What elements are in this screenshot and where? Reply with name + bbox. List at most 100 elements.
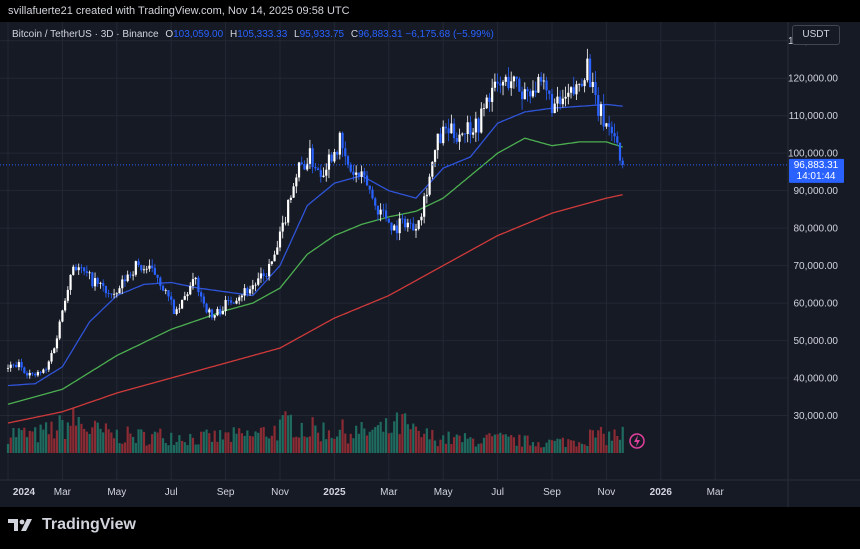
volume-bar — [25, 437, 29, 453]
candle-body — [254, 284, 257, 286]
candle-body — [425, 194, 428, 197]
candle-body — [548, 90, 551, 94]
volume-bar — [132, 436, 135, 453]
volume-bar — [99, 428, 102, 453]
candle-body — [395, 225, 399, 234]
volume-bar — [170, 432, 173, 453]
y-tick-label: 30,000.00 — [794, 411, 839, 422]
volume-bar — [472, 438, 475, 453]
volume-bar — [240, 433, 244, 453]
volume-bar — [229, 441, 233, 453]
candle-body — [232, 302, 235, 304]
candle-body — [455, 138, 458, 142]
candle-body — [34, 373, 37, 376]
candle-body — [594, 82, 597, 96]
volume-bar — [608, 431, 611, 453]
candle-body — [586, 58, 589, 81]
volume-bar — [6, 443, 10, 453]
candle-body — [25, 373, 29, 376]
volume-bar — [61, 419, 64, 453]
candle-body — [542, 80, 545, 82]
volume-bar — [316, 432, 320, 453]
candle-body — [376, 205, 380, 215]
candle-body — [371, 189, 374, 199]
candle-body — [507, 76, 510, 89]
candle-body — [461, 133, 464, 135]
candle-body — [605, 123, 608, 127]
volume-bar — [15, 437, 18, 453]
candle-body — [270, 261, 273, 264]
volume-bar — [93, 420, 97, 453]
tradingview-logo[interactable]: TradingView — [8, 516, 136, 534]
candle-body — [235, 300, 238, 304]
symbol-info: Bitcoin / TetherUS · 3D · Binance O103,0… — [12, 29, 494, 40]
volume-bar — [398, 434, 401, 453]
volume-bar — [270, 435, 273, 453]
candle-body — [151, 265, 154, 268]
candle-body — [50, 353, 53, 362]
candle-body — [102, 282, 105, 286]
volume-bar — [123, 442, 127, 453]
price-axis: 30,000.00 40,000.00 50,000.00 60,000.00 70,0… — [0, 22, 860, 507]
volume-bar — [610, 440, 613, 453]
volume-bar — [336, 436, 339, 453]
change-value: −6,175.68 (−5.99%) — [405, 29, 494, 40]
volume-bar — [55, 430, 59, 453]
volume-bar — [104, 423, 108, 453]
volume-bar — [550, 440, 554, 453]
candle-body — [499, 83, 502, 86]
chart-panel[interactable] — [0, 22, 860, 507]
volume-bar — [493, 434, 496, 453]
volume-bar — [333, 438, 336, 453]
volume-bar — [265, 436, 268, 453]
volume-bar — [496, 434, 499, 453]
symbol-name[interactable]: Bitcoin / TetherUS · 3D · Binance — [12, 29, 159, 40]
brand-name: TradingView — [42, 516, 136, 533]
volume-bar — [39, 424, 42, 453]
volume-bar — [501, 434, 505, 453]
currency-button[interactable]: USDT — [792, 25, 840, 45]
volume-bar — [235, 433, 238, 453]
volume-bar — [360, 422, 363, 453]
volume-bar — [314, 425, 317, 453]
volume-bar — [447, 431, 450, 453]
volume-bar — [621, 426, 624, 453]
volume-bar — [431, 429, 434, 453]
volume-bar — [602, 433, 605, 453]
candle-body — [488, 97, 491, 102]
candle-body — [409, 222, 412, 224]
x-tick-label: Mar — [54, 487, 72, 498]
candle-body — [338, 132, 341, 155]
candle-body — [107, 293, 110, 294]
price-chart[interactable]: 30,000.00 40,000.00 50,000.00 60,000.00 70,0… — [0, 22, 860, 507]
candle-body — [197, 277, 200, 293]
volume-bar — [414, 426, 418, 453]
chart-credit: svillafuerte21 created with TradingView.… — [8, 5, 350, 17]
ma-green-line — [7, 137, 623, 405]
volume-bar — [368, 431, 371, 453]
lightning-icon[interactable] — [629, 433, 645, 449]
candle-body — [534, 90, 537, 93]
high-label: H — [229, 29, 238, 40]
volume-bar — [466, 438, 469, 453]
volume-bar — [458, 435, 461, 453]
candle-body — [608, 123, 611, 127]
volume-bar — [363, 428, 366, 453]
candle-body — [450, 123, 453, 134]
candle-body — [216, 309, 219, 316]
volume-bar — [390, 432, 393, 453]
candle-body — [518, 78, 521, 92]
candle-body — [224, 299, 227, 311]
candle-body — [77, 267, 80, 271]
candle-body — [591, 82, 594, 87]
candle-body — [564, 96, 567, 99]
candle-body — [352, 171, 355, 175]
candle-body — [463, 133, 467, 135]
volume-bar — [219, 430, 222, 453]
candle-body — [276, 247, 279, 255]
volume-bar — [591, 430, 594, 453]
candle-body — [368, 185, 371, 190]
volume-bar — [243, 435, 246, 453]
candle-body — [433, 150, 437, 162]
